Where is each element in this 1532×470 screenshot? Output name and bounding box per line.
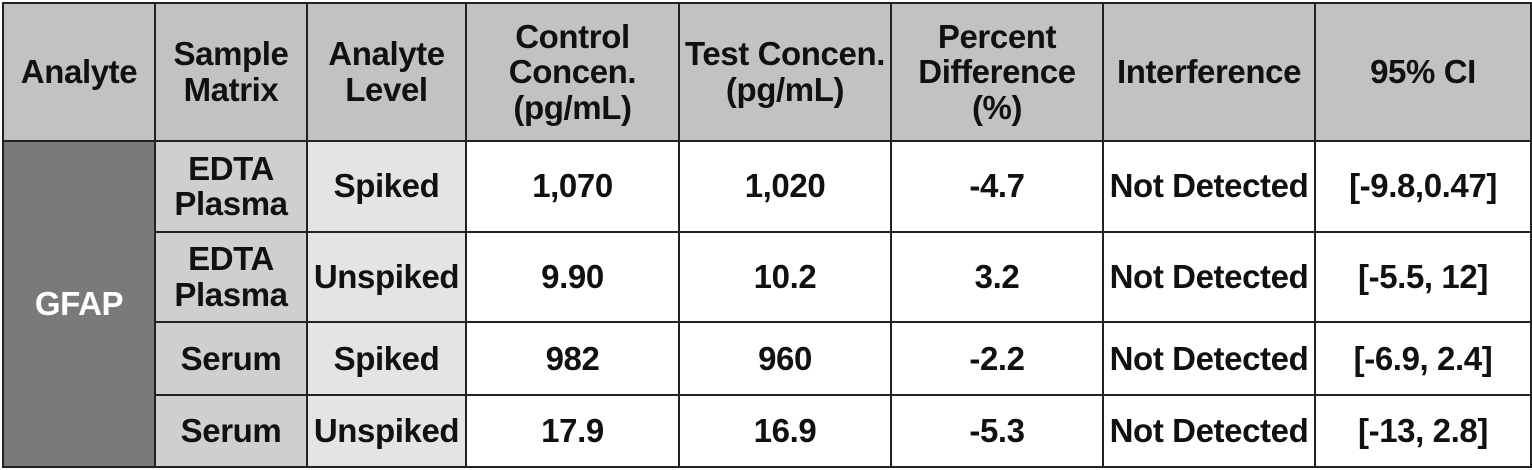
table-row: Serum Spiked 982 960 -2.2 Not Detected […: [3, 321, 1532, 396]
percent-difference-cell: -5.3: [890, 393, 1104, 469]
test-concen-cell: 16.9: [678, 393, 892, 469]
test-concen-cell: 960: [678, 321, 892, 396]
header-sample-matrix: Sample Matrix: [154, 2, 308, 142]
interference-cell: Not Detected: [1102, 393, 1316, 469]
control-concen-cell: 9.90: [465, 230, 680, 324]
header-row: Analyte Sample Matrix Analyte Level Cont…: [2, 2, 1532, 142]
analyte-level-cell: Spiked: [306, 140, 467, 233]
analyte-level-cell: Unspiked: [306, 393, 467, 469]
analyte-level-cell: Spiked: [306, 321, 467, 396]
control-concen-cell: 17.9: [465, 393, 680, 469]
percent-difference-cell: -4.7: [890, 140, 1104, 233]
ci-cell: [-13, 2.8]: [1314, 393, 1532, 469]
interference-cell: Not Detected: [1102, 321, 1316, 396]
test-concen-cell: 10.2: [678, 230, 892, 324]
ci-cell: [-5.5, 12]: [1314, 230, 1532, 324]
analyte-name-cell: GFAP: [2, 140, 156, 468]
header-analyte: Analyte: [2, 2, 156, 142]
analyte-level-cell: Unspiked: [306, 230, 467, 324]
ci-cell: [-9.8,0.47]: [1314, 140, 1532, 233]
control-concen-cell: 982: [465, 321, 680, 396]
header-test-concen: Test Concen. (pg/mL): [678, 2, 892, 142]
sample-matrix-cell: Serum: [154, 393, 308, 469]
header-interference: Interference: [1102, 2, 1316, 142]
control-concen-cell: 1,070: [465, 140, 680, 233]
ci-cell: [-6.9, 2.4]: [1314, 321, 1532, 396]
sample-matrix-cell: EDTA Plasma: [154, 230, 308, 324]
header-control-concen: Control Concen. (pg/mL): [465, 2, 680, 142]
test-concen-cell: 1,020: [678, 140, 892, 233]
interference-cell: Not Detected: [1102, 230, 1316, 324]
table-row: EDTA Plasma Unspiked 9.90 10.2 3.2 Not D…: [3, 230, 1532, 324]
percent-difference-cell: -2.2: [890, 321, 1104, 396]
sample-matrix-cell: Serum: [154, 321, 308, 396]
interference-cell: Not Detected: [1102, 140, 1316, 233]
header-95-ci: 95% CI: [1314, 2, 1532, 142]
header-analyte-level: Analyte Level: [306, 2, 467, 142]
sample-matrix-cell: EDTA Plasma: [154, 140, 308, 233]
table-row: GFAP EDTA Plasma Spiked 1,070 1,020 -4.7…: [2, 140, 1532, 468]
percent-difference-cell: 3.2: [890, 230, 1104, 324]
table-row: Serum Unspiked 17.9 16.9 -5.3 Not Detect…: [3, 393, 1532, 469]
header-percent-difference: Percent Difference (%): [890, 2, 1104, 142]
